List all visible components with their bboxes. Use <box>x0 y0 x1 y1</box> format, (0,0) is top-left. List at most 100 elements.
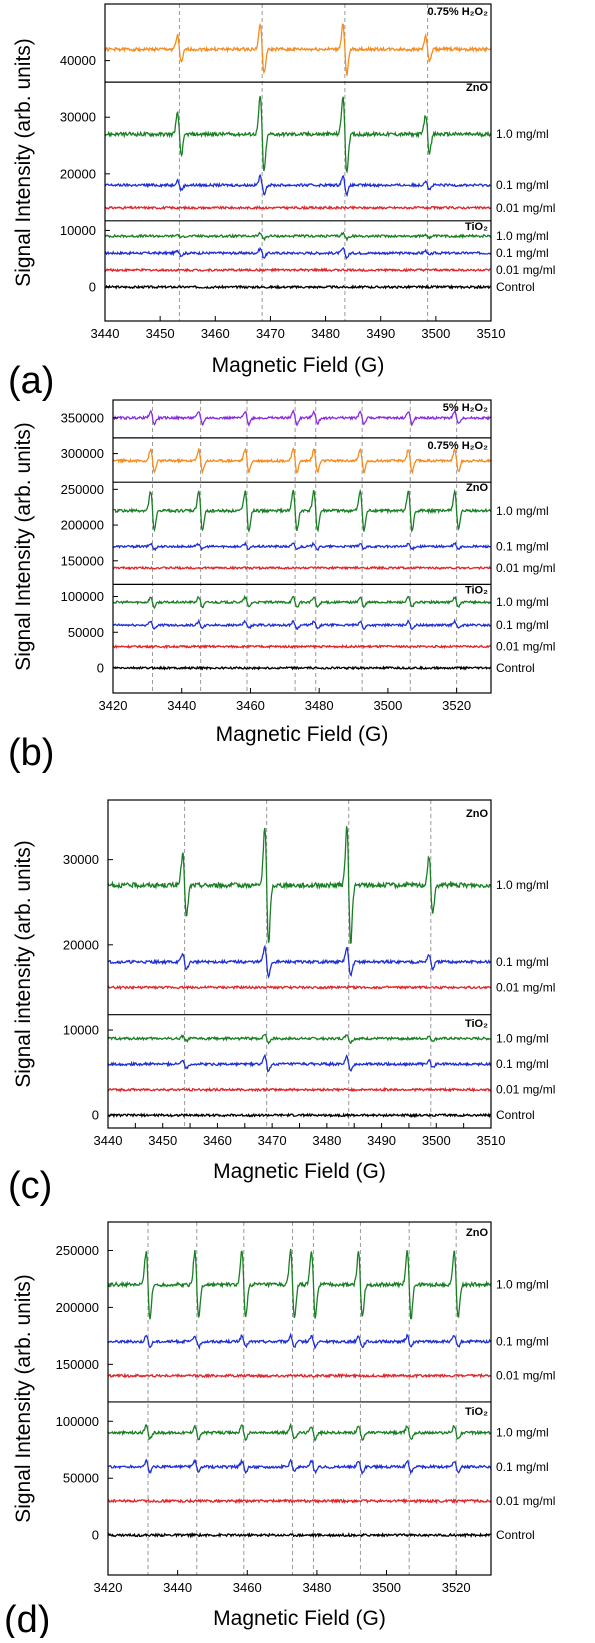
x-tick-label: 3470 <box>258 1133 287 1148</box>
series-line <box>113 594 491 610</box>
series-line <box>113 446 491 475</box>
series-label: Control <box>496 661 535 675</box>
series-line <box>108 1422 491 1442</box>
series-label: 0.01 mg/ml <box>496 263 555 277</box>
y-tick-label: 250000 <box>61 482 104 497</box>
series-label: 1.0 mg/ml <box>496 1426 549 1440</box>
x-tick-label: 3470 <box>256 326 285 341</box>
series-label: 1.0 mg/ml <box>496 1278 549 1292</box>
x-tick-label: 3450 <box>148 1133 177 1148</box>
panel-letter: (c) <box>8 1165 52 1207</box>
series-label: Control <box>496 1108 535 1122</box>
x-axis-title: Magnetic Field (G) <box>216 723 389 746</box>
series-line <box>108 1086 491 1093</box>
series-label: 0.01 mg/ml <box>496 1369 555 1383</box>
chart-panel: 3420 3440 3460 3480 3500 3520 0 50000 100000 1500… <box>8 399 555 774</box>
x-tick-label: 3500 <box>421 326 450 341</box>
y-tick-label: 20000 <box>63 937 99 952</box>
series-traces <box>105 22 491 290</box>
y-tick-label: 150000 <box>56 1357 99 1372</box>
x-tick-label: 3460 <box>203 1133 232 1148</box>
series-line <box>108 1053 491 1073</box>
x-tick-label: 3520 <box>442 1580 471 1595</box>
x-axis-title: Magnetic Field (G) <box>213 1160 386 1183</box>
chart-panel: 3440 3450 3460 3470 3480 3490 3500 3510 0 10000 20… <box>8 3 555 402</box>
sample-group-label: 0.75% H₂O₂ <box>427 6 488 18</box>
series-label: 1.0 mg/ml <box>496 229 549 243</box>
y-tick-label: 20000 <box>60 166 96 181</box>
series-label: 0.01 mg/ml <box>496 1494 555 1508</box>
y-tick-label: 200000 <box>61 518 104 533</box>
series-line <box>113 644 491 650</box>
y-axis-title: Signal Intensity (arb. units) <box>12 1274 35 1523</box>
series-traces <box>108 1248 491 1539</box>
y-tick-label: 350000 <box>61 410 104 425</box>
series-line <box>108 944 491 979</box>
series-label: 0.01 mg/ml <box>496 201 555 215</box>
series-line <box>113 618 491 631</box>
series-label: 1.0 mg/ml <box>496 127 549 141</box>
sample-group-label: TiO₂ <box>465 1406 488 1418</box>
series-line <box>108 1112 491 1119</box>
series-line <box>105 231 491 242</box>
x-axis-title: Magnetic Field (G) <box>213 1607 386 1630</box>
y-tick-label: 30000 <box>60 110 96 125</box>
panel-letter: (b) <box>8 732 54 774</box>
y-tick-label: 300000 <box>61 446 104 461</box>
series-line <box>108 1497 491 1505</box>
y-tick-label: 0 <box>92 1528 99 1543</box>
series-label: 1.0 mg/ml <box>496 504 549 518</box>
series-line <box>105 267 491 273</box>
sample-group-label: ZnO <box>466 808 488 820</box>
y-tick-label: 50000 <box>63 1471 99 1486</box>
x-tick-label: 3440 <box>91 326 120 341</box>
sample-group-label: TiO₂ <box>465 584 488 596</box>
series-line <box>105 204 491 211</box>
x-tick-label: 3450 <box>146 326 175 341</box>
y-tick-label: 0 <box>92 1108 99 1123</box>
x-tick-label: 3440 <box>163 1580 192 1595</box>
series-line <box>108 1458 491 1476</box>
series-line <box>108 1332 491 1351</box>
x-tick-label: 3490 <box>367 1133 396 1148</box>
series-line <box>113 541 491 552</box>
series-label: 0.1 mg/ml <box>496 955 549 969</box>
series-label: 0.1 mg/ml <box>496 1335 549 1349</box>
series-line <box>108 826 491 944</box>
series-traces <box>113 409 491 671</box>
y-tick-label: 100000 <box>61 589 104 604</box>
y-tick-label: 30000 <box>63 852 99 867</box>
y-tick-label: 50000 <box>68 625 104 640</box>
y-tick-label: 200000 <box>56 1300 99 1315</box>
y-tick-label: 150000 <box>61 553 104 568</box>
plot-frame <box>104 3 492 322</box>
x-tick-label: 3480 <box>312 1133 341 1148</box>
panel-letter: (d) <box>4 1599 50 1638</box>
x-tick-label: 3460 <box>236 698 265 713</box>
series-line <box>113 665 491 671</box>
series-label: 1.0 mg/ml <box>496 878 549 892</box>
x-tick-label: 3500 <box>422 1133 451 1148</box>
x-tick-label: 3480 <box>302 1580 331 1595</box>
series-label: 0.01 mg/ml <box>496 980 555 994</box>
series-line <box>105 246 491 260</box>
x-tick-label: 3490 <box>366 326 395 341</box>
series-label: 0.1 mg/ml <box>496 618 549 632</box>
y-tick-label: 10000 <box>63 1023 99 1038</box>
x-tick-label: 3420 <box>94 1580 123 1595</box>
x-tick-label: 3500 <box>373 698 402 713</box>
x-tick-label: 3460 <box>233 1580 262 1595</box>
sample-group-label: ZnO <box>466 482 488 494</box>
y-axis-title: Signal Intensity (arb. units) <box>12 422 35 671</box>
series-line <box>105 173 491 198</box>
series-label: Control <box>496 1528 535 1542</box>
y-tick-label: 0 <box>89 280 96 295</box>
plot-frame <box>107 1221 492 1576</box>
series-label: 0.1 mg/ml <box>496 1057 549 1071</box>
x-axis-title: Magnetic Field (G) <box>212 354 385 377</box>
series-label: Control <box>496 280 535 294</box>
series-label: 0.1 mg/ml <box>496 178 549 192</box>
x-tick-label: 3480 <box>311 326 340 341</box>
